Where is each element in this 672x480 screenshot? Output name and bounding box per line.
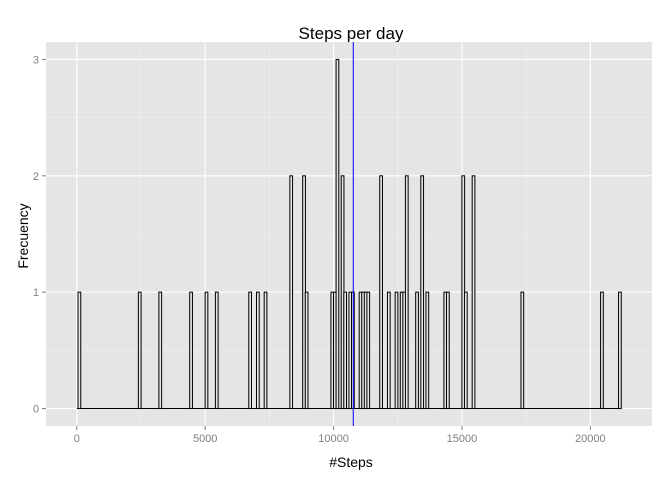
- histogram-bar: [304, 291, 309, 410]
- histogram-bar: [289, 175, 294, 410]
- histogram-bar: [420, 175, 425, 410]
- x-tick-label: 10000: [318, 433, 349, 445]
- x-axis-title: #Steps: [329, 454, 373, 470]
- y-axis-title: Frecuency: [15, 203, 31, 268]
- histogram-bar: [248, 291, 253, 410]
- histogram-bar: [600, 291, 604, 410]
- histogram-bar: [343, 291, 348, 410]
- histogram-bar: [445, 291, 450, 410]
- chart-title: Steps per day: [299, 24, 404, 43]
- x-tick-label: 0: [74, 433, 80, 445]
- histogram-bar: [404, 175, 409, 410]
- histogram-bar: [394, 291, 399, 410]
- x-tick-label: 5000: [193, 433, 217, 445]
- x-tick-label: 15000: [447, 433, 478, 445]
- y-tick-label: 2: [33, 171, 39, 183]
- histogram-bar: [255, 291, 260, 410]
- histogram-bar: [463, 291, 468, 410]
- histogram-bar: [137, 291, 142, 410]
- histogram-bar: [379, 175, 383, 410]
- y-tick-label: 3: [33, 54, 39, 66]
- x-tick-label: 20000: [575, 433, 606, 445]
- histogram-bar: [415, 291, 419, 410]
- histogram-bar: [425, 291, 430, 410]
- plot-area: 0 5000 10000 15000 20000 0 1 2 3: [33, 42, 652, 445]
- histogram-bar: [204, 291, 209, 410]
- histogram-bar: [386, 291, 391, 410]
- histogram-bar: [618, 291, 622, 410]
- histogram-bar: [158, 291, 163, 410]
- histogram-bar: [214, 291, 219, 410]
- histogram-bar: [189, 291, 193, 410]
- histogram-bar: [366, 291, 371, 410]
- histogram-bar: [471, 175, 476, 410]
- y-tick-label: 1: [33, 287, 39, 299]
- histogram-bar: [520, 291, 525, 410]
- y-tick-label: 0: [33, 404, 39, 416]
- histogram-bar: [335, 58, 340, 410]
- histogram-bar: [263, 291, 268, 410]
- histogram-bar: [77, 291, 82, 410]
